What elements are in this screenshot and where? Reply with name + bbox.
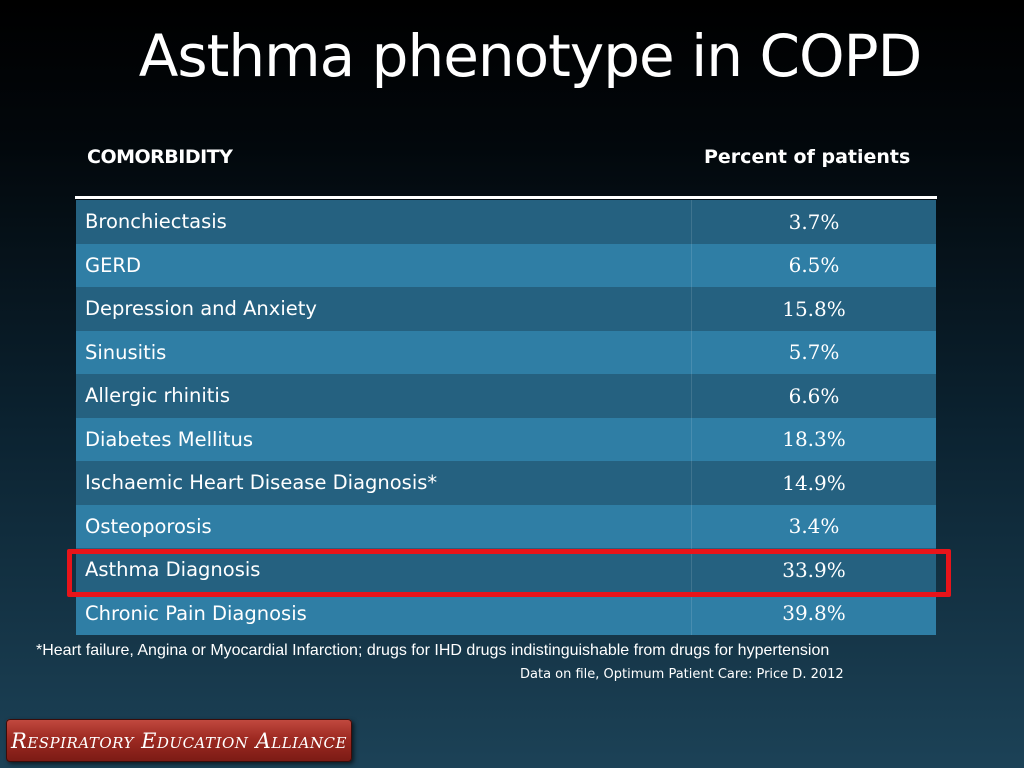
table-row: Osteoporosis 3.4% [76, 504, 936, 548]
source-citation: Data on file, Optimum Patient Care: Pric… [520, 667, 844, 682]
logo-text: Respiratory Education Alliance [11, 728, 347, 753]
footnote: *Heart failure, Angina or Myocardial Inf… [36, 642, 830, 659]
row-value: 33.9% [691, 548, 936, 592]
slide-title: Asthma phenotype in COPD [138, 22, 922, 90]
logo-badge: Respiratory Education Alliance [6, 719, 352, 762]
table-row: Depression and Anxiety 15.8% [76, 287, 936, 331]
row-value: 18.3% [691, 417, 936, 461]
highlight-box [67, 549, 951, 597]
row-value: 14.9% [691, 461, 936, 505]
table-row: Bronchiectasis 3.7% [76, 200, 936, 244]
table-row: Chronic Pain Diagnosis 39.8% [76, 591, 936, 635]
row-label: Chronic Pain Diagnosis [76, 591, 692, 635]
row-label: Sinusitis [76, 330, 692, 374]
header-rule [75, 196, 937, 199]
table-row: Ischaemic Heart Disease Diagnosis* 14.9% [76, 461, 936, 505]
row-value: 5.7% [691, 330, 936, 374]
row-label: Diabetes Mellitus [76, 417, 692, 461]
column-header-comorbidity: COMORBIDITY [87, 146, 233, 168]
table-row-highlighted: Asthma Diagnosis 33.9% [76, 548, 936, 592]
table-row: Diabetes Mellitus 18.3% [76, 417, 936, 461]
row-value: 3.4% [691, 504, 936, 548]
row-value: 6.5% [691, 243, 936, 287]
row-label: Asthma Diagnosis [76, 548, 692, 592]
row-label: Osteoporosis [76, 504, 692, 548]
table-row: Allergic rhinitis 6.6% [76, 374, 936, 418]
table-row: GERD 6.5% [76, 243, 936, 287]
row-label: Ischaemic Heart Disease Diagnosis* [76, 461, 692, 505]
comorbidity-table: Bronchiectasis 3.7% GERD 6.5% Depression… [76, 200, 936, 635]
row-label: Allergic rhinitis [76, 374, 692, 418]
row-label: Depression and Anxiety [76, 287, 692, 331]
row-label: GERD [76, 243, 692, 287]
row-value: 6.6% [691, 374, 936, 418]
row-value: 3.7% [691, 200, 936, 244]
column-header-percent: Percent of patients [704, 146, 911, 168]
row-value: 39.8% [691, 591, 936, 635]
row-label: Bronchiectasis [76, 200, 692, 244]
row-value: 15.8% [691, 287, 936, 331]
table-row: Sinusitis 5.7% [76, 330, 936, 374]
